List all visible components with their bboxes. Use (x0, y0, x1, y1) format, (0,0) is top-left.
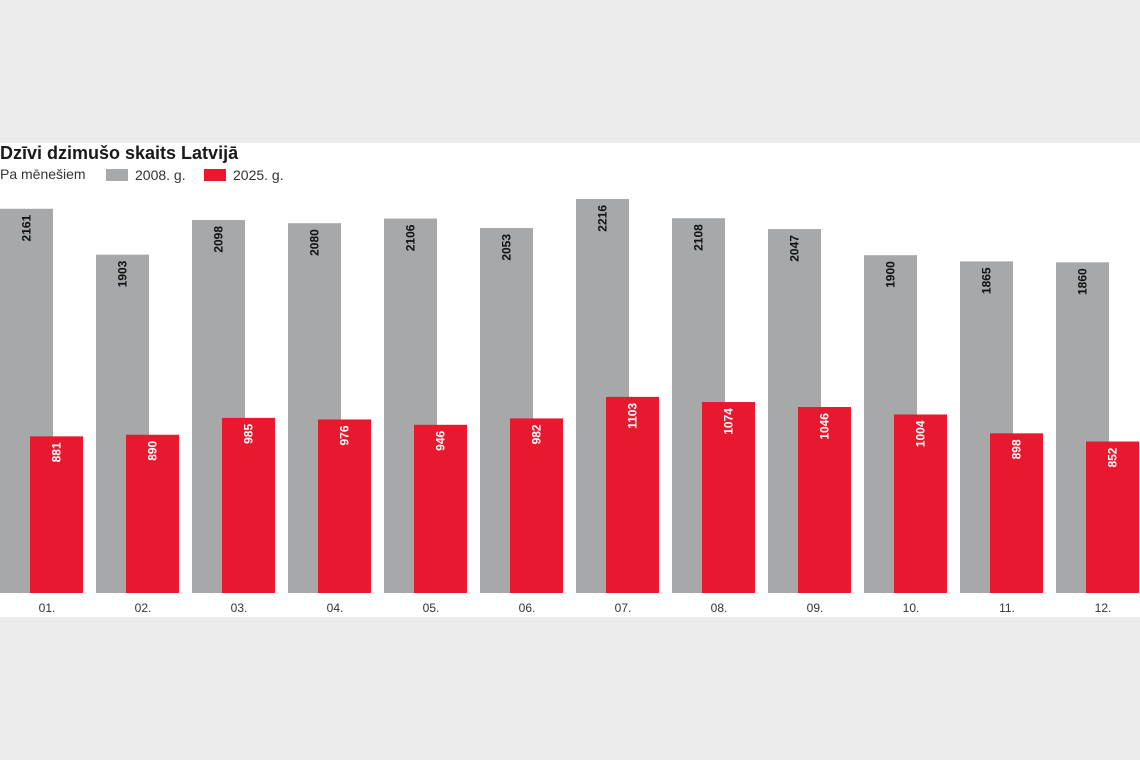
data-label-2025-7: 1103 (626, 403, 640, 429)
legend-swatch-2008 (106, 169, 128, 181)
bar-2025-3 (222, 417, 275, 593)
x-tick-label-11: 11. (999, 601, 1015, 615)
chart-canvas: Dzīvi dzimušo skaits Latvijā Pa mēnešiem… (0, 143, 1140, 617)
x-tick-label-9: 09. (807, 601, 824, 615)
x-tick-label-5: 05. (423, 601, 440, 615)
data-label-2008-7: 2216 (596, 205, 610, 232)
bar-chart: 2161 881 01. 1903 890 02. 2098 985 03. 2080 976 04.… (0, 199, 1139, 615)
data-label-2008-1: 2161 (20, 214, 34, 241)
x-tick-label-7: 07. (615, 601, 632, 615)
bar-2025-11 (990, 433, 1043, 593)
data-label-2025-3: 985 (242, 424, 256, 444)
bar-2025-12 (1086, 441, 1139, 593)
x-tick-label-2: 02. (135, 601, 152, 615)
chart-title: Dzīvi dzimušo skaits Latvijā (0, 143, 239, 163)
chart-subtitle: Pa mēnešiem (0, 166, 86, 182)
data-label-2025-11: 898 (1010, 439, 1024, 459)
legend-swatch-2025 (204, 169, 226, 181)
data-label-2025-1: 881 (50, 442, 64, 462)
data-label-2008-8: 2108 (692, 224, 706, 251)
bar-2025-6 (510, 418, 563, 593)
data-label-2008-10: 1900 (884, 261, 898, 288)
x-tick-label-1: 01. (39, 601, 56, 615)
bar-2025-2 (126, 434, 179, 593)
data-label-2008-4: 2080 (308, 229, 322, 256)
x-tick-label-10: 10. (903, 601, 920, 615)
legend-label-2008: 2008. g. (135, 167, 186, 183)
bar-2025-9 (798, 407, 851, 593)
x-tick-label-12: 12. (1095, 601, 1112, 615)
legend-item-2008: 2008. g. (106, 166, 186, 184)
x-tick-label-6: 06. (519, 601, 536, 615)
data-label-2008-5: 2106 (404, 224, 418, 251)
bar-2025-4 (318, 419, 371, 593)
bar-2025-1 (30, 436, 83, 593)
bar-2025-5 (414, 424, 467, 593)
bar-2025-7 (606, 396, 659, 593)
legend-item-2025: 2025. g. (204, 166, 284, 184)
bar-2025-10 (894, 414, 947, 593)
data-label-2025-5: 946 (434, 430, 448, 450)
data-label-2008-3: 2098 (212, 226, 226, 253)
data-label-2025-2: 890 (146, 440, 160, 460)
data-label-2025-4: 976 (338, 425, 352, 445)
data-label-2025-12: 852 (1106, 447, 1120, 467)
x-tick-label-3: 03. (231, 601, 248, 615)
legend-label-2025: 2025. g. (233, 167, 284, 183)
data-label-2008-9: 2047 (788, 235, 802, 262)
data-label-2025-6: 982 (530, 424, 544, 444)
x-tick-label-8: 08. (711, 601, 728, 615)
data-label-2025-8: 1074 (722, 408, 736, 435)
data-label-2025-9: 1046 (818, 413, 832, 440)
data-label-2025-10: 1004 (914, 420, 928, 447)
data-label-2008-12: 1860 (1076, 268, 1090, 295)
data-label-2008-6: 2053 (500, 234, 514, 261)
bar-2025-8 (702, 402, 755, 593)
data-label-2008-11: 1865 (980, 267, 994, 294)
x-tick-label-4: 04. (327, 601, 344, 615)
data-label-2008-2: 1903 (116, 260, 130, 287)
